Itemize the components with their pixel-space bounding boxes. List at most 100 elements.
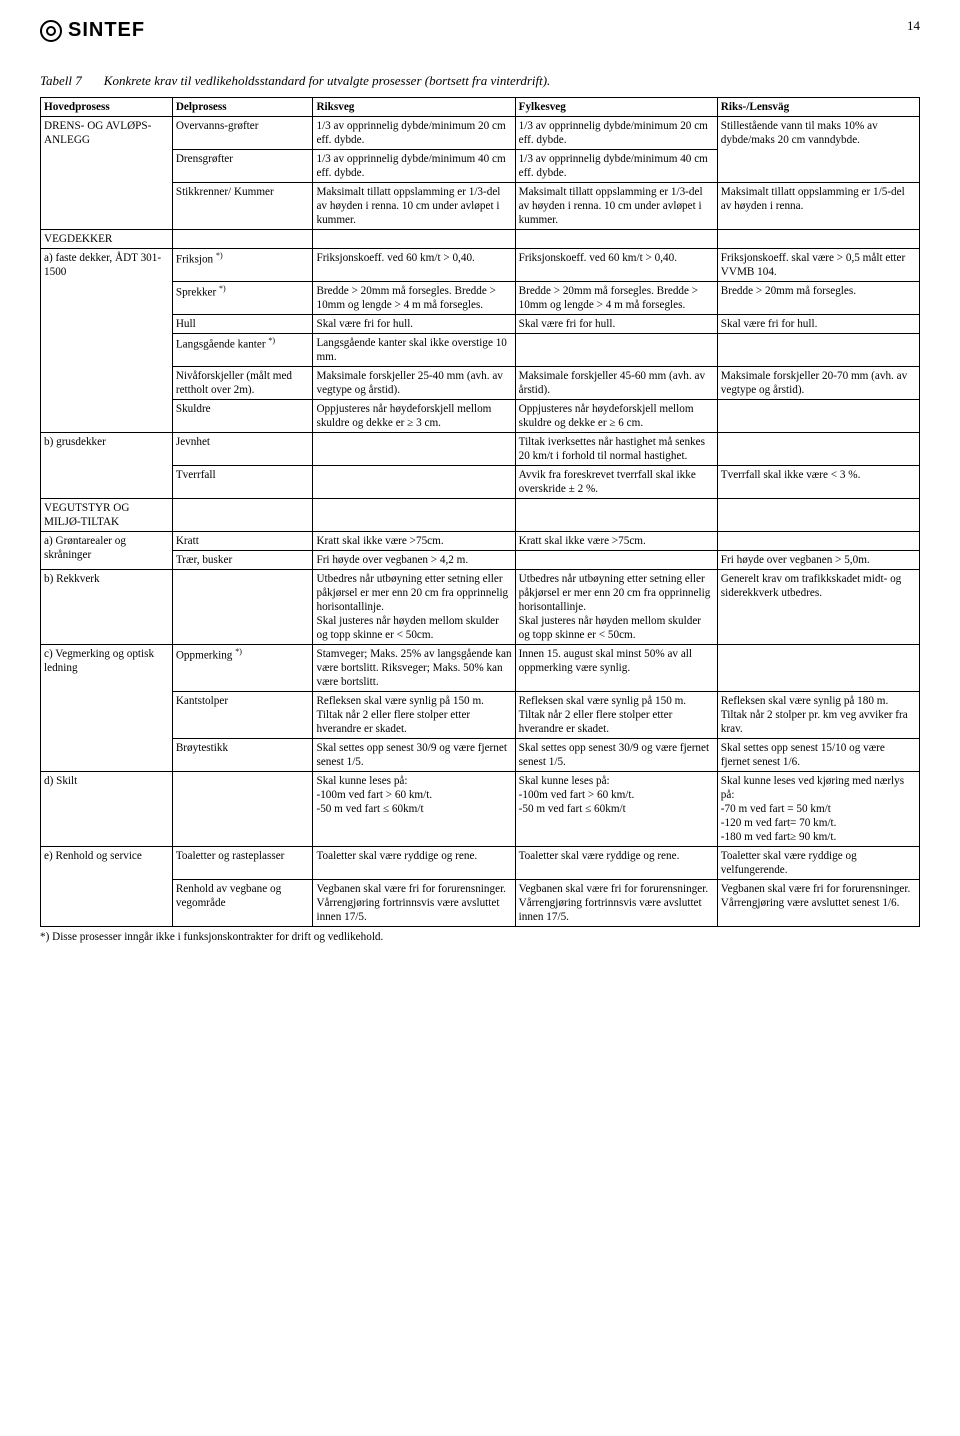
cell-riksveg: Maksimalt tillatt oppslamming er 1/3-del… bbox=[313, 183, 515, 230]
cell-fylkesveg: Skal være fri for hull. bbox=[515, 315, 717, 334]
cell-riksveg: Refleksen skal være synlig på 150 m. Til… bbox=[313, 692, 515, 739]
cell-delprosess: Langsgående kanter *) bbox=[172, 334, 313, 367]
cell-delprosess bbox=[172, 230, 313, 249]
table-row: b) grusdekkerJevnhetTiltak iverksettes n… bbox=[41, 433, 920, 466]
cell-riksveg: Toaletter skal være ryddige og rene. bbox=[313, 847, 515, 880]
cell-fylkesveg: Maksimale forskjeller 45-60 mm (avh. av … bbox=[515, 367, 717, 400]
cell-delprosess: Overvanns-grøfter bbox=[172, 117, 313, 150]
cell-fylkesveg bbox=[515, 551, 717, 570]
cell-fylkesveg: Avvik fra foreskrevet tverrfall skal ikk… bbox=[515, 466, 717, 499]
col-header: Delprosess bbox=[172, 98, 313, 117]
cell-delprosess: Sprekker *) bbox=[172, 282, 313, 315]
cell-riksveg: Utbedres når utbøyning etter setning ell… bbox=[313, 570, 515, 645]
table-row: KantstolperRefleksen skal være synlig på… bbox=[41, 692, 920, 739]
cell-delprosess: Jevnhet bbox=[172, 433, 313, 466]
cell-riksveg: Langsgående kanter skal ikke overstige 1… bbox=[313, 334, 515, 367]
table-row: Nivåforskjeller (målt med rettholt over … bbox=[41, 367, 920, 400]
cell-rikslensvag bbox=[717, 334, 919, 367]
cell-hovedprosess: b) grusdekker bbox=[41, 433, 173, 499]
cell-delprosess bbox=[172, 499, 313, 532]
cell-fylkesveg: Vegbanen skal være fri for forurensninge… bbox=[515, 880, 717, 927]
cell-fylkesveg: Friksjonskoeff. ved 60 km/t > 0,40. bbox=[515, 249, 717, 282]
cell-delprosess: Tverrfall bbox=[172, 466, 313, 499]
cell-delprosess: Kantstolper bbox=[172, 692, 313, 739]
cell-riksveg bbox=[313, 433, 515, 466]
table-row: a) faste dekker, ÅDT 301-1500Friksjon *)… bbox=[41, 249, 920, 282]
cell-rikslensvag: Refleksen skal være synlig på 180 m. Til… bbox=[717, 692, 919, 739]
table-row: VEGUTSTYR OG MILJØ-TILTAK bbox=[41, 499, 920, 532]
cell-rikslensvag: Maksimale forskjeller 20-70 mm (avh. av … bbox=[717, 367, 919, 400]
cell-fylkesveg: Refleksen skal være synlig på 150 m. Til… bbox=[515, 692, 717, 739]
cell-hovedprosess: VEGUTSTYR OG MILJØ-TILTAK bbox=[41, 499, 173, 532]
cell-delprosess: Stikkrenner/ Kummer bbox=[172, 183, 313, 230]
cell-rikslensvag: Skal settes opp senest 15/10 og være fje… bbox=[717, 739, 919, 772]
table-row: SkuldreOppjusteres når høydeforskjell me… bbox=[41, 400, 920, 433]
cell-delprosess: Renhold av vegbane og vegområde bbox=[172, 880, 313, 927]
cell-hovedprosess: c) Vegmerking og optisk ledning bbox=[41, 645, 173, 772]
cell-rikslensvag bbox=[717, 433, 919, 466]
cell-fylkesveg: Innen 15. august skal minst 50% av all o… bbox=[515, 645, 717, 692]
cell-fylkesveg: Skal settes opp senest 30/9 og være fjer… bbox=[515, 739, 717, 772]
cell-riksveg: Fri høyde over vegbanen > 4,2 m. bbox=[313, 551, 515, 570]
table-row: d) SkiltSkal kunne leses på:-100m ved fa… bbox=[41, 772, 920, 847]
table-row: Renhold av vegbane og vegområdeVegbanen … bbox=[41, 880, 920, 927]
col-header: Fylkesveg bbox=[515, 98, 717, 117]
page-header: SINTEF 14 bbox=[40, 18, 920, 43]
cell-riksveg: Vegbanen skal være fri for forurensninge… bbox=[313, 880, 515, 927]
cell-riksveg: 1/3 av opprinnelig dybde/minimum 20 cm e… bbox=[313, 117, 515, 150]
cell-rikslensvag bbox=[717, 645, 919, 692]
table-row: a) Grøntarealer og skråningerKrattKratt … bbox=[41, 532, 920, 551]
cell-fylkesveg: 1/3 av opprinnelig dybde/minimum 20 cm e… bbox=[515, 117, 717, 150]
table-row: VEGDEKKER bbox=[41, 230, 920, 249]
cell-fylkesveg: Maksimalt tillatt oppslamming er 1/3-del… bbox=[515, 183, 717, 230]
table-row: DRENS- OG AVLØPS-ANLEGGOvervanns-grøfter… bbox=[41, 117, 920, 150]
cell-riksveg: Skal være fri for hull. bbox=[313, 315, 515, 334]
cell-delprosess: Kratt bbox=[172, 532, 313, 551]
sintef-logo: SINTEF bbox=[40, 18, 145, 43]
cell-riksveg bbox=[313, 499, 515, 532]
cell-rikslensvag: Vegbanen skal være fri for forurensninge… bbox=[717, 880, 919, 927]
cell-fylkesveg bbox=[515, 334, 717, 367]
cell-hovedprosess: VEGDEKKER bbox=[41, 230, 173, 249]
cell-delprosess: Drensgrøfter bbox=[172, 150, 313, 183]
cell-delprosess: Trær, busker bbox=[172, 551, 313, 570]
cell-fylkesveg: Tiltak iverksettes når hastighet må senk… bbox=[515, 433, 717, 466]
cell-riksveg: Bredde > 20mm må forsegles. Bredde > 10m… bbox=[313, 282, 515, 315]
table-row: Stikkrenner/ KummerMaksimalt tillatt opp… bbox=[41, 183, 920, 230]
table-number: Tabell 7 bbox=[40, 73, 82, 89]
cell-delprosess: Friksjon *) bbox=[172, 249, 313, 282]
cell-hovedprosess: a) faste dekker, ÅDT 301-1500 bbox=[41, 249, 173, 433]
cell-riksveg: Stamveger; Maks. 25% av langsgående kan … bbox=[313, 645, 515, 692]
cell-fylkesveg: 1/3 av opprinnelig dybde/minimum 40 cm e… bbox=[515, 150, 717, 183]
cell-fylkesveg bbox=[515, 499, 717, 532]
table-row: b) RekkverkUtbedres når utbøyning etter … bbox=[41, 570, 920, 645]
cell-riksveg bbox=[313, 230, 515, 249]
cell-rikslensvag bbox=[717, 499, 919, 532]
cell-delprosess bbox=[172, 772, 313, 847]
table-caption: Konkrete krav til vedlikeholdsstandard f… bbox=[104, 73, 551, 89]
cell-fylkesveg: Bredde > 20mm må forsegles. Bredde > 10m… bbox=[515, 282, 717, 315]
cell-fylkesveg: Toaletter skal være ryddige og rene. bbox=[515, 847, 717, 880]
table-row: Tverrfall Avvik fra foreskrevet tverrfall… bbox=[41, 466, 920, 499]
table-row: HullSkal være fri for hull.Skal være fri… bbox=[41, 315, 920, 334]
table-title: Tabell 7 Konkrete krav til vedlikeholdss… bbox=[40, 73, 920, 89]
cell-delprosess: Oppmerking *) bbox=[172, 645, 313, 692]
table-row: Trær, buskerFri høyde over vegbanen > 4,… bbox=[41, 551, 920, 570]
cell-rikslensvag bbox=[717, 230, 919, 249]
table-row: BrøytestikkSkal settes opp senest 30/9 o… bbox=[41, 739, 920, 772]
cell-hovedprosess: DRENS- OG AVLØPS-ANLEGG bbox=[41, 117, 173, 230]
footnote: *) Disse prosesser inngår ikke i funksjo… bbox=[40, 930, 920, 944]
table-row: e) Renhold og serviceToaletter og rastep… bbox=[41, 847, 920, 880]
cell-riksveg: Maksimale forskjeller 25-40 mm (avh. av … bbox=[313, 367, 515, 400]
cell-fylkesveg: Utbedres når utbøyning etter setning ell… bbox=[515, 570, 717, 645]
cell-rikslensvag: Skal kunne leses ved kjøring med nærlys … bbox=[717, 772, 919, 847]
cell-rikslensvag: Stillestående vann til maks 10% av dybde… bbox=[717, 117, 919, 183]
cell-riksveg: Kratt skal ikke være >75cm. bbox=[313, 532, 515, 551]
table-row: Langsgående kanter *)Langsgående kanter … bbox=[41, 334, 920, 367]
cell-riksveg: Oppjusteres når høydeforskjell mellom sk… bbox=[313, 400, 515, 433]
page-number: 14 bbox=[907, 18, 920, 34]
col-header: Hovedprosess bbox=[41, 98, 173, 117]
cell-rikslensvag: Maksimalt tillatt oppslamming er 1/5-del… bbox=[717, 183, 919, 230]
cell-rikslensvag: Toaletter skal være ryddige og velfunger… bbox=[717, 847, 919, 880]
cell-delprosess: Hull bbox=[172, 315, 313, 334]
